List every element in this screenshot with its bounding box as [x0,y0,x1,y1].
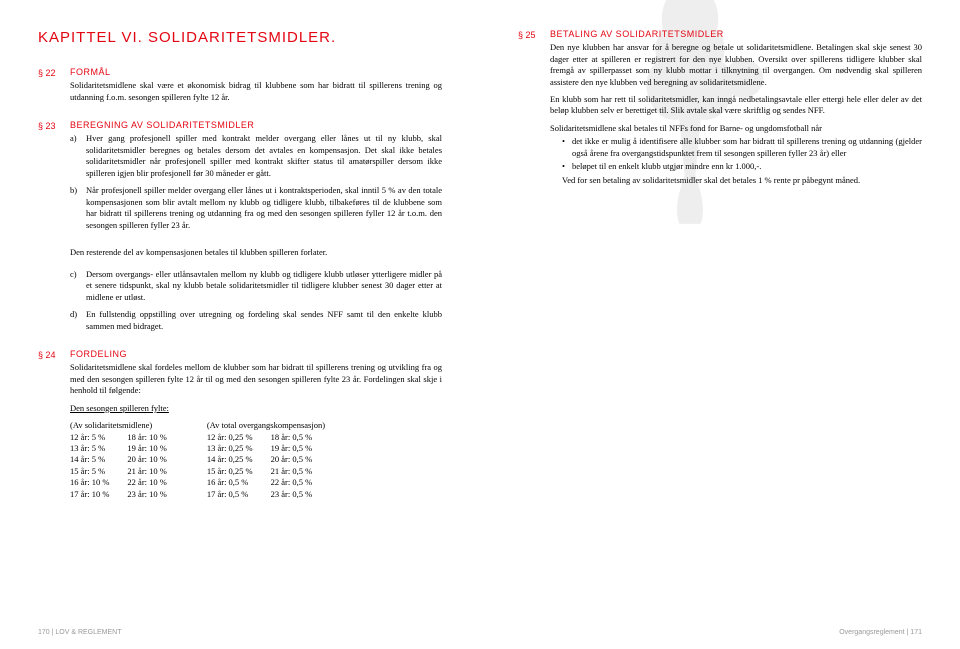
section-num: § 25 [518,28,550,192]
list-marker: b) [70,185,86,231]
section-24: § 24 FORDELING Solidaritetsmidlene skal … [38,348,442,500]
bullet-marker: • [562,136,572,159]
dist-header: (Av total overgangskompensasjon) [207,420,325,431]
para: Den nye klubben har ansvar for å beregne… [550,42,922,88]
dist-header: (Av solidaritetsmidlene) [70,420,167,431]
section-heading: FORDELING [70,348,442,360]
list-item-b: b) Når profesjonell spiller melder overg… [70,185,442,231]
section-heading: FORMÅL [70,66,442,78]
list-marker: a) [70,133,86,179]
section-num: § 23 [38,119,70,237]
section-body-text: Solidaritetsmidlene skal være et økonomi… [70,80,442,103]
list-item-d: d) En fullstendig oppstilling over utreg… [70,309,442,332]
dist-col: 18 år: 10 % 19 år: 10 % 20 år: 10 % 21 å… [127,432,166,501]
sub-line: Den sesongen spilleren fylte: [70,403,442,414]
list-marker: c) [70,269,86,303]
list-item-a: a) Hver gang profesjonell spiller med ko… [70,133,442,179]
list-marker: d) [70,309,86,332]
section-num: § 22 [38,66,70,109]
section-25: § 25 BETALING AV SOLIDARITETSMIDLER Den … [518,28,922,192]
section-23: § 23 BEREGNING AV SOLIDARITETSMIDLER a) … [38,119,442,237]
section-heading: BETALING AV SOLIDARITETSMIDLER [550,28,922,40]
dist-col: 18 år: 0,5 % 19 år: 0,5 % 20 år: 0,5 % 2… [271,432,313,501]
para: En klubb som har rett til solidaritetsmi… [550,94,922,117]
page-footer-left: 170 | LOV & REGLEMENT [38,628,122,637]
section-num: § 24 [38,348,70,500]
page-right: § 25 BETALING AV SOLIDARITETSMIDLER Den … [480,0,960,649]
para: Solidaritetsmidlene skal betales til NFF… [550,123,922,134]
chapter-title: KAPITTEL VI. SOLIDARITETSMIDLER. [38,28,442,48]
dist-col: 12 år: 0,25 % 13 år: 0,25 % 14 år: 0,25 … [207,432,253,501]
bullet-list: • det ikke er mulig å identifisere alle … [550,136,922,172]
page-spread: KAPITTEL VI. SOLIDARITETSMIDLER. § 22 FO… [0,0,960,649]
list-item-c: c) Dersom overgangs- eller utlånsavtalen… [70,269,442,303]
section-heading: BEREGNING AV SOLIDARITETSMIDLER [70,119,442,131]
para: Ved for sen betaling av solidaritetsmidl… [562,175,922,186]
page-footer-right: Overgangsreglement | 171 [839,628,922,637]
bullet-item: • det ikke er mulig å identifisere alle … [562,136,922,159]
page-left: KAPITTEL VI. SOLIDARITETSMIDLER. § 22 FO… [0,0,480,649]
bullet-marker: • [562,161,572,172]
distribution-table: (Av solidaritetsmidlene) 12 år: 5 % 13 å… [70,420,442,500]
dist-col: 12 år: 5 % 13 år: 5 % 14 år: 5 % 15 år: … [70,432,109,501]
section-23c: c) Dersom overgangs- eller utlånsavtalen… [70,269,442,338]
remaining-para: Den resterende del av kompensasjonen bet… [70,247,442,258]
section-body-text: Solidaritetsmidlene skal fordeles mellom… [70,362,442,396]
bullet-item: • beløpet til en enkelt klubb utgjør min… [562,161,922,172]
section-22: § 22 FORMÅL Solidaritetsmidlene skal vær… [38,66,442,109]
